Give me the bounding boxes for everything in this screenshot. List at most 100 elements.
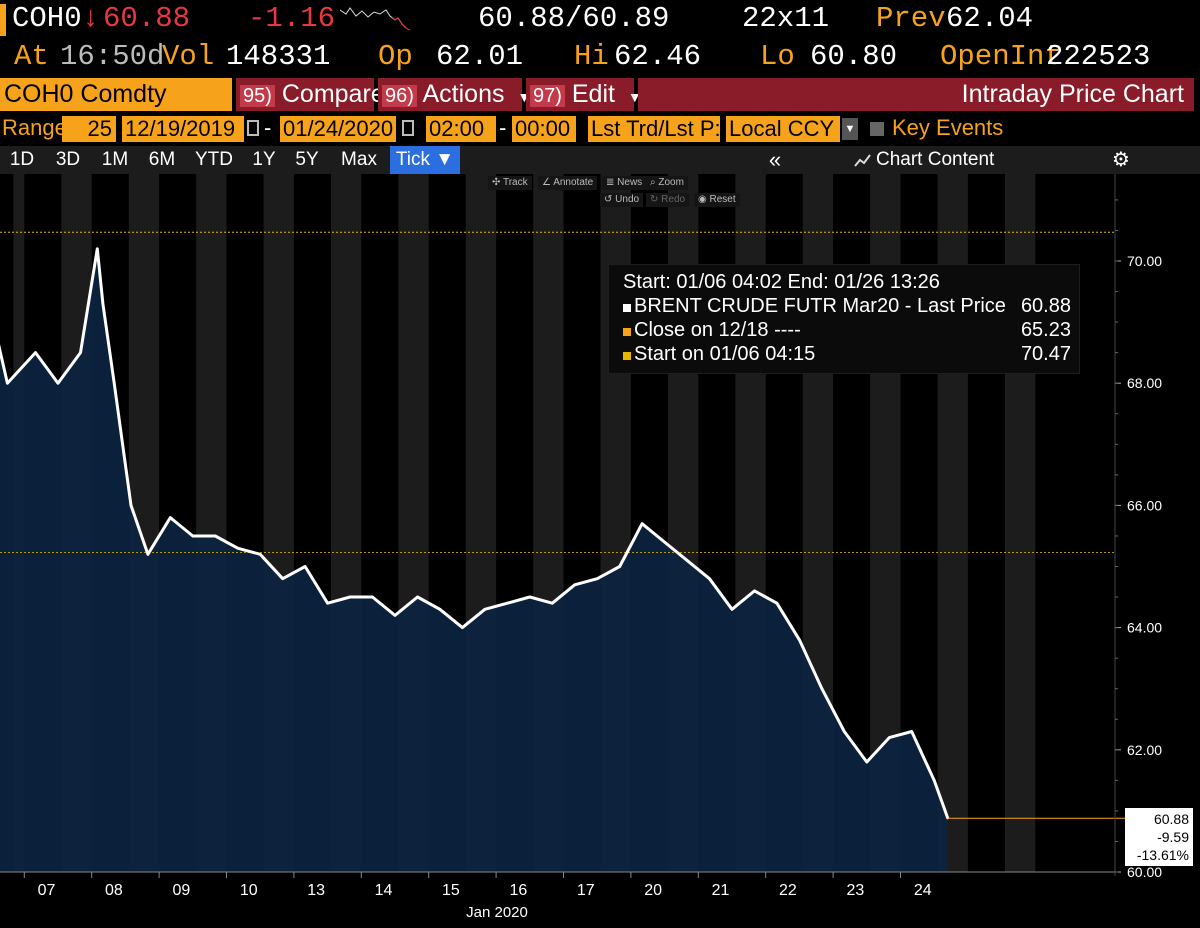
tab-max[interactable]: Max: [341, 149, 377, 170]
key-events-checkbox[interactable]: [870, 122, 884, 136]
currency-select[interactable]: Local CCY: [726, 116, 840, 142]
actions-button[interactable]: 96) Actions ▼: [378, 78, 531, 111]
low-label: Lo: [760, 40, 795, 73]
price-point: [753, 589, 756, 593]
edit-number: 97): [530, 85, 565, 107]
x-tick-label: 14: [375, 882, 393, 899]
tab-1d[interactable]: 1D: [9, 149, 35, 170]
period-tabs: 1D 3D 1M 6M YTD 1Y 5Y Max Tick ▼ « Chart…: [0, 146, 1200, 174]
reset-button[interactable]: ◉ Reset: [694, 193, 740, 207]
range-label: Range: [2, 115, 67, 140]
x-tick-label: 23: [846, 882, 864, 899]
tab-5y[interactable]: 5Y: [295, 149, 319, 170]
x-tick-label: 22: [779, 882, 797, 899]
legend-close-value: 65.23: [1020, 319, 1071, 341]
ticker-symbol[interactable]: COH0: [12, 2, 82, 35]
y-tick-label: 64.00: [1127, 620, 1162, 636]
x-axis-label: Jan 2020: [466, 904, 528, 921]
price-point: [214, 534, 217, 538]
legend-series-label: BRENT CRUDE FUTR Mar20 - Last Price: [634, 295, 1006, 317]
open-value: 62.01: [436, 40, 524, 73]
price-point: [506, 602, 509, 605]
security-field[interactable]: COH0 Comdty: [0, 78, 232, 111]
tab-3d[interactable]: 3D: [55, 149, 81, 170]
prev-label: Prev: [876, 2, 946, 35]
key-events-label: Key Events: [892, 115, 1004, 140]
tab-tick[interactable]: Tick ▼: [390, 146, 460, 174]
price-point: [236, 547, 239, 550]
price-point: [101, 302, 105, 305]
redo-button[interactable]: ↻ Redo: [646, 193, 690, 207]
close-swatch: [623, 328, 631, 336]
price-point: [303, 565, 307, 568]
at-label: At: [14, 40, 49, 73]
collapse-icon[interactable]: «: [768, 147, 782, 172]
y-tick-label: 62.00: [1127, 742, 1162, 758]
bid-ask: 60.88/60.89: [478, 2, 670, 35]
price-point: [775, 602, 779, 605]
edit-label: Edit: [571, 80, 615, 108]
last-time: 16:50d: [60, 40, 165, 73]
price-point: [888, 736, 891, 739]
price-point: [843, 730, 846, 733]
bid-ask-size: 22x11: [742, 2, 830, 35]
price-point: [79, 351, 82, 354]
end-time-field[interactable]: 00:00: [512, 116, 576, 142]
price-point: [146, 553, 150, 556]
range-days-field[interactable]: 25: [62, 116, 116, 142]
legend-start-label: Start on 01/06 04:15: [634, 343, 816, 365]
chart-content-button[interactable]: Chart Content: [876, 149, 995, 170]
x-tick-label: 07: [38, 882, 56, 899]
annotate-button[interactable]: ∠ Annotate: [538, 176, 598, 190]
start-calendar-icon[interactable]: [247, 120, 259, 136]
price-point: [129, 504, 133, 507]
start-date-field[interactable]: 12/19/2019: [122, 116, 244, 142]
news-button[interactable]: ≣ News: [602, 176, 647, 190]
actions-label: Actions: [422, 80, 505, 108]
end-date-field[interactable]: 01/24/2020: [280, 116, 396, 142]
price-point: [6, 382, 9, 385]
price-point: [348, 595, 352, 599]
currency-dropdown-icon[interactable]: ▼: [842, 118, 858, 140]
track-button[interactable]: ✣ Track: [488, 176, 532, 190]
gear-icon[interactable]: ⚙: [1112, 149, 1130, 171]
x-tick-label: 20: [644, 882, 662, 899]
price-point: [191, 534, 194, 538]
range-bar: Range 25 12/19/2019 - 01/24/2020 02:00 -…: [0, 114, 1200, 144]
open-interest-label: OpenInt: [940, 40, 1062, 73]
high-value: 62.46: [614, 40, 702, 73]
last-price-tag-value: 60.88: [1153, 811, 1189, 827]
price-point: [56, 382, 60, 385]
zoom-button[interactable]: ⌕ Zoom: [646, 176, 688, 190]
chart-legend: Start: 01/06 04:02 End: 01/26 13:26 BREN…: [608, 264, 1080, 374]
price-point: [820, 687, 824, 690]
news-label: News: [617, 177, 643, 188]
compare-number: 95): [240, 85, 275, 107]
legend-close: Close on 12/18 ----: [623, 319, 801, 342]
price-point: [685, 559, 689, 562]
redo-label: Redo: [661, 194, 686, 205]
annotate-label: Annotate: [553, 177, 594, 188]
quote-row-2: At 16:50d Vol 148331 Op 62.01 Hi 62.46 L…: [0, 40, 1200, 76]
price-point: [663, 540, 666, 544]
price-point: [910, 730, 913, 733]
price-point: [96, 247, 99, 250]
tab-6m[interactable]: 6M: [148, 149, 176, 170]
edit-button[interactable]: 97) Edit ▼: [526, 78, 642, 111]
start-time-field[interactable]: 02:00: [426, 116, 496, 142]
compare-button[interactable]: 95) Compare: [236, 78, 385, 111]
tab-ytd[interactable]: YTD: [195, 149, 233, 170]
price-point: [528, 595, 531, 599]
price-field-select[interactable]: Lst Trd/Lst P:: [588, 116, 720, 142]
vol-value: 148331: [226, 40, 331, 73]
undo-button[interactable]: ↺ Undo: [600, 193, 644, 207]
actions-number: 96): [382, 85, 417, 107]
end-calendar-icon[interactable]: [402, 120, 414, 136]
compare-label: Compare: [281, 80, 385, 108]
tab-1m[interactable]: 1M: [101, 149, 129, 170]
price-point: [708, 577, 711, 580]
start-swatch: [623, 352, 631, 360]
y-tick-label: 66.00: [1127, 497, 1162, 513]
last-price-tag-pct: -13.61%: [1136, 847, 1189, 863]
tab-1y[interactable]: 1Y: [252, 149, 276, 170]
